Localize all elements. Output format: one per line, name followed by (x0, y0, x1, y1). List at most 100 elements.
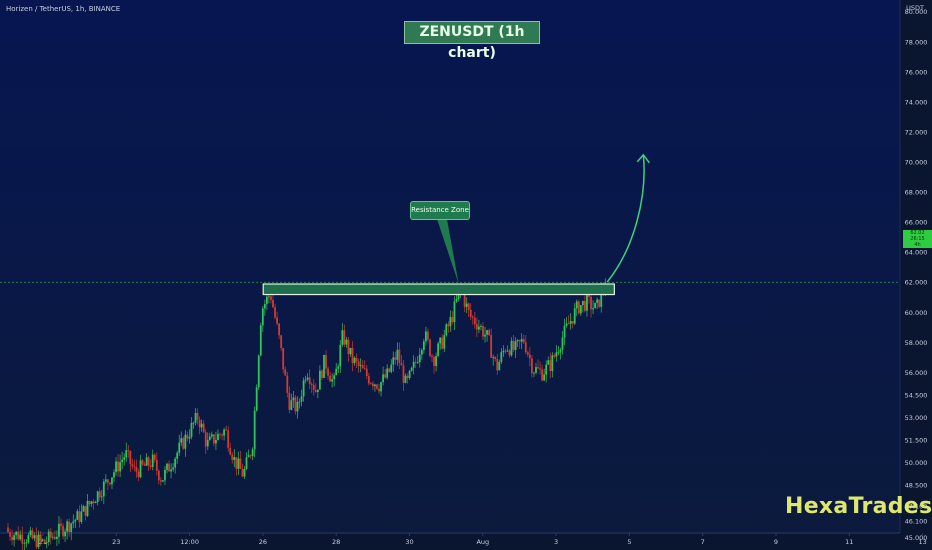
candle-body (429, 339, 431, 356)
candle-body (104, 479, 107, 482)
candle-body (180, 438, 183, 443)
candle-body (88, 500, 91, 504)
candle-body (380, 382, 382, 392)
candle-body (170, 469, 172, 472)
candle-body (300, 396, 303, 402)
y-tick-label: 70.000 (905, 158, 928, 166)
candle-body (321, 370, 323, 378)
resistance-zone-label: Resistance Zone (410, 201, 470, 220)
candle-body (388, 368, 391, 372)
candle-body (323, 354, 325, 378)
candle-body (308, 377, 311, 384)
y-tick-label: 54.500 (905, 391, 928, 399)
candle-body (378, 388, 380, 392)
candle-body (437, 343, 440, 357)
x-tick-label: 7 (701, 538, 705, 546)
candle-body (129, 450, 132, 465)
candle-body (590, 296, 592, 310)
candle-body (443, 335, 446, 349)
candle-body (406, 375, 409, 379)
candle-body (331, 379, 334, 382)
current-price-tag: 62.02 26:15 4h (903, 230, 932, 248)
candle-body (376, 384, 378, 389)
candle-body (270, 296, 272, 300)
candle-body (559, 349, 562, 353)
candle-body (441, 337, 444, 349)
candle-body (551, 355, 554, 371)
candle-body (398, 349, 401, 364)
candle-body (333, 375, 336, 380)
candle-body (302, 380, 305, 397)
candle-body (45, 542, 48, 543)
brand-watermark: HexaTrades (785, 494, 932, 519)
candle-body (367, 375, 370, 384)
candle-body (33, 535, 36, 539)
candle-body (92, 501, 95, 504)
y-tick-label: 50.000 (905, 459, 928, 467)
candle-body (53, 536, 56, 539)
candle-body (76, 511, 79, 520)
candle-body (351, 347, 354, 363)
candle-body (465, 303, 468, 307)
candle-body (68, 521, 71, 532)
candle-body (294, 397, 297, 412)
candle-body (74, 519, 77, 522)
candle-body (25, 542, 28, 544)
candle-body (414, 361, 417, 363)
resistance-zone (262, 283, 615, 296)
candle-body (418, 354, 421, 363)
candle-body (253, 410, 256, 450)
candle-body (374, 384, 376, 387)
candle-body (579, 305, 582, 314)
candle-body (168, 463, 170, 472)
candle-body (482, 326, 484, 337)
candle-body (290, 400, 293, 410)
x-tick-label: 3 (554, 538, 558, 546)
candle-body (439, 337, 442, 344)
candle-body (420, 350, 423, 355)
candle-body (392, 357, 395, 365)
candle-body (208, 436, 211, 441)
candle-body (282, 347, 285, 370)
candle-body (190, 422, 193, 437)
candle-body (408, 370, 411, 379)
candle-body (251, 449, 254, 457)
candle-body (463, 293, 466, 307)
candle-body (145, 457, 148, 466)
y-tick-label: 76.000 (905, 68, 928, 76)
candle-body (586, 294, 588, 311)
candle-body (361, 365, 364, 369)
candle-body (135, 467, 138, 472)
candle-body (194, 412, 197, 423)
candle-body (121, 459, 124, 463)
candle-body (78, 511, 81, 522)
candle-body (596, 299, 599, 303)
candle-body (265, 296, 268, 304)
candle-body (533, 372, 535, 374)
candle-body (198, 419, 201, 428)
x-tick-label: 28 (332, 538, 340, 546)
candle-body (284, 369, 287, 376)
candle-body (219, 433, 221, 435)
candle-body (543, 374, 546, 381)
candle-body (335, 368, 338, 376)
candle-body (310, 383, 313, 386)
candle-body (561, 337, 564, 350)
candle-body (29, 530, 32, 536)
candle-body (531, 358, 533, 374)
candle-body (319, 370, 321, 390)
candle-body (239, 458, 242, 469)
y-tick-label: 80.000 (905, 8, 928, 16)
candle-body (347, 339, 350, 355)
candle-body (111, 477, 113, 485)
candle-body (139, 460, 142, 478)
candle-body (412, 361, 415, 368)
candle-body (359, 365, 362, 367)
candle-body (600, 289, 603, 307)
y-tick-label: 51.500 (905, 437, 928, 445)
y-axis-unit: USDT (906, 4, 924, 12)
candle-body (257, 355, 260, 388)
candle-body (304, 379, 307, 381)
candle-body (592, 308, 594, 310)
y-tick-label: 74.000 (905, 98, 928, 106)
